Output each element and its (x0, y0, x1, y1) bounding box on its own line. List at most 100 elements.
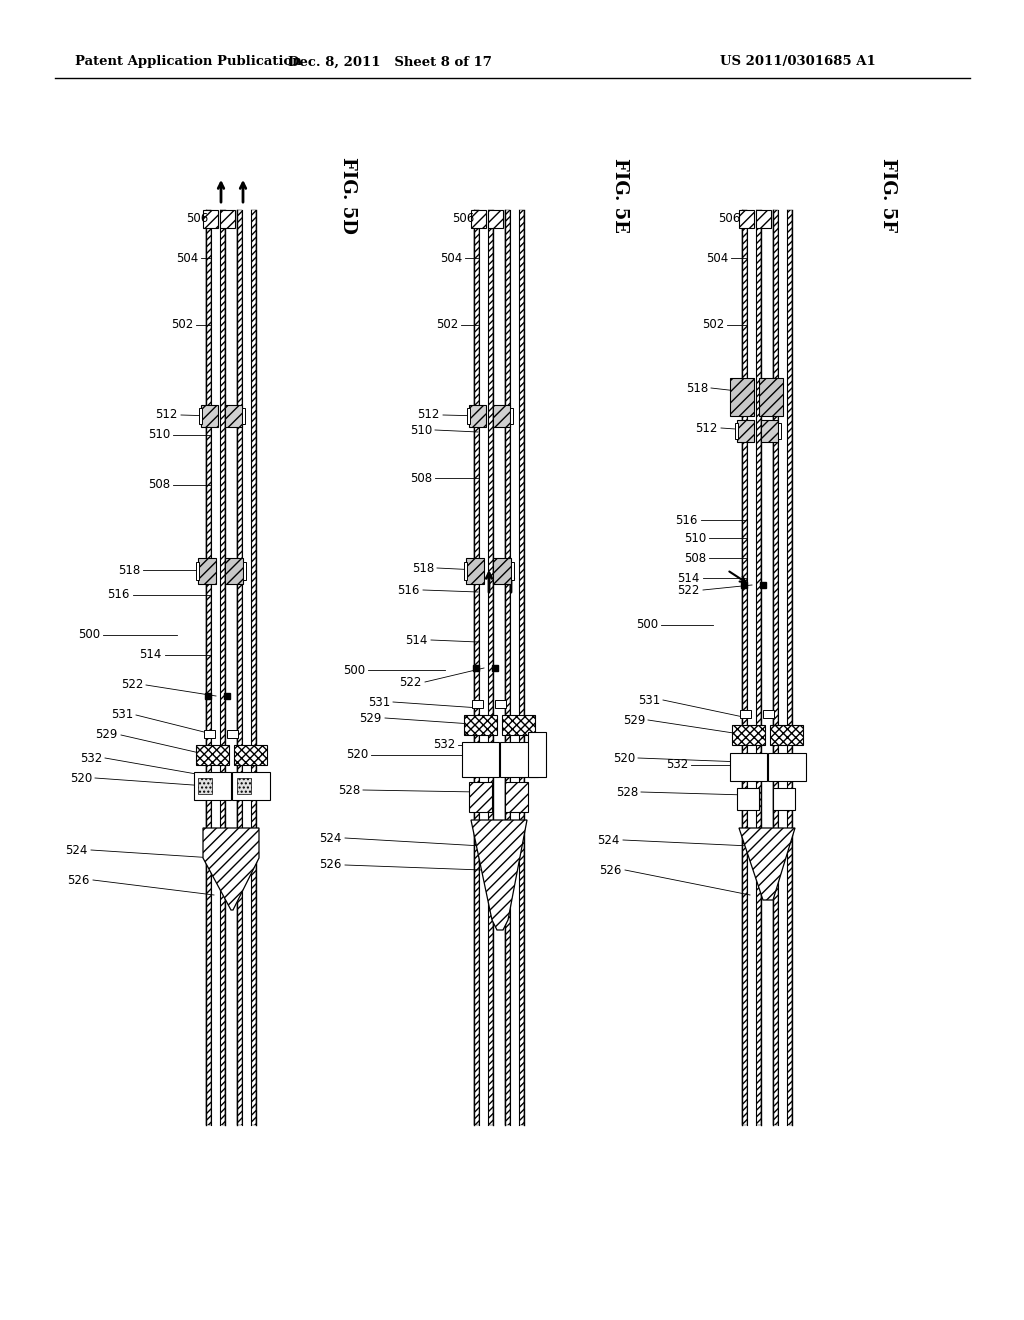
Bar (242, 408, 245, 424)
Bar (761, 420, 778, 442)
Bar (234, 744, 267, 766)
Bar (739, 210, 754, 228)
Bar (237, 777, 251, 795)
Bar (471, 210, 486, 228)
Text: 512: 512 (156, 408, 178, 421)
Text: 522: 522 (678, 583, 700, 597)
Bar (474, 210, 479, 1125)
Text: 502: 502 (436, 318, 458, 331)
Text: 526: 526 (600, 863, 622, 876)
Text: Dec. 8, 2011   Sheet 8 of 17: Dec. 8, 2011 Sheet 8 of 17 (288, 55, 492, 69)
Bar (742, 210, 746, 1125)
Text: 532: 532 (433, 738, 455, 751)
Bar (737, 420, 754, 442)
Bar (756, 210, 771, 228)
Text: 516: 516 (676, 513, 698, 527)
Text: 514: 514 (678, 572, 700, 585)
Bar (194, 772, 231, 800)
Text: 516: 516 (397, 583, 420, 597)
Text: 502: 502 (171, 318, 193, 331)
Text: 522: 522 (121, 678, 143, 692)
Text: 529: 529 (95, 729, 118, 742)
Text: 524: 524 (66, 843, 88, 857)
Text: 502: 502 (701, 318, 724, 331)
Bar (735, 422, 738, 440)
Bar (464, 562, 467, 579)
Bar (510, 408, 513, 424)
Text: 531: 531 (368, 696, 390, 709)
Text: 514: 514 (406, 634, 428, 647)
Text: 518: 518 (412, 561, 434, 574)
Bar (502, 715, 535, 735)
Text: 508: 508 (684, 552, 706, 565)
Bar (493, 558, 511, 583)
Bar (763, 710, 774, 718)
Text: US 2011/0301685 A1: US 2011/0301685 A1 (720, 55, 876, 69)
Bar (232, 772, 270, 800)
Bar (227, 730, 238, 738)
Bar (493, 405, 510, 426)
Bar (196, 562, 199, 579)
Bar (778, 422, 781, 440)
Bar (196, 744, 229, 766)
Bar (519, 210, 524, 1125)
Text: 529: 529 (359, 711, 382, 725)
Text: 522: 522 (399, 676, 422, 689)
Bar (198, 558, 216, 583)
Text: 524: 524 (319, 832, 342, 845)
Text: 506: 506 (452, 211, 474, 224)
Text: 524: 524 (598, 833, 620, 846)
Text: 520: 520 (70, 771, 92, 784)
Bar (469, 781, 492, 812)
Text: 514: 514 (139, 648, 162, 661)
Bar (201, 405, 218, 426)
Bar (768, 752, 806, 781)
Bar (220, 210, 234, 228)
Bar (732, 725, 765, 744)
Text: 504: 504 (176, 252, 198, 264)
Text: 508: 508 (147, 479, 170, 491)
Bar (505, 781, 528, 812)
Bar (220, 210, 225, 1125)
Bar (469, 405, 486, 426)
Text: 518: 518 (686, 381, 708, 395)
Bar (464, 715, 497, 735)
Bar (500, 742, 538, 777)
Text: 529: 529 (623, 714, 645, 726)
Text: 504: 504 (706, 252, 728, 264)
Text: 532: 532 (80, 751, 102, 764)
Bar (225, 558, 243, 583)
Text: FIG. 5F: FIG. 5F (879, 158, 897, 232)
Bar (488, 210, 493, 1125)
Bar (466, 558, 484, 583)
Bar (211, 210, 220, 1125)
Bar (203, 210, 218, 228)
Text: 518: 518 (118, 564, 140, 577)
Text: Patent Application Publication: Patent Application Publication (75, 55, 302, 69)
Text: 526: 526 (68, 874, 90, 887)
Bar (237, 210, 242, 1125)
Text: 508: 508 (410, 471, 432, 484)
Text: 506: 506 (185, 211, 208, 224)
Polygon shape (739, 828, 795, 900)
Bar (746, 210, 756, 1125)
Bar (198, 777, 212, 795)
Bar (488, 210, 503, 228)
Text: 526: 526 (319, 858, 342, 871)
Polygon shape (203, 828, 259, 909)
Bar (225, 405, 242, 426)
Bar (199, 408, 202, 424)
Bar (511, 562, 514, 579)
Text: 512: 512 (695, 421, 718, 434)
Bar (778, 210, 787, 1125)
Bar (479, 210, 488, 1125)
Text: 510: 510 (684, 532, 706, 544)
Text: 528: 528 (615, 785, 638, 799)
Polygon shape (471, 820, 527, 931)
Text: 528: 528 (338, 784, 360, 796)
Text: 510: 510 (410, 424, 432, 437)
Bar (773, 788, 795, 810)
Bar (773, 210, 778, 1125)
Bar (251, 210, 256, 1125)
Text: 512: 512 (418, 408, 440, 421)
